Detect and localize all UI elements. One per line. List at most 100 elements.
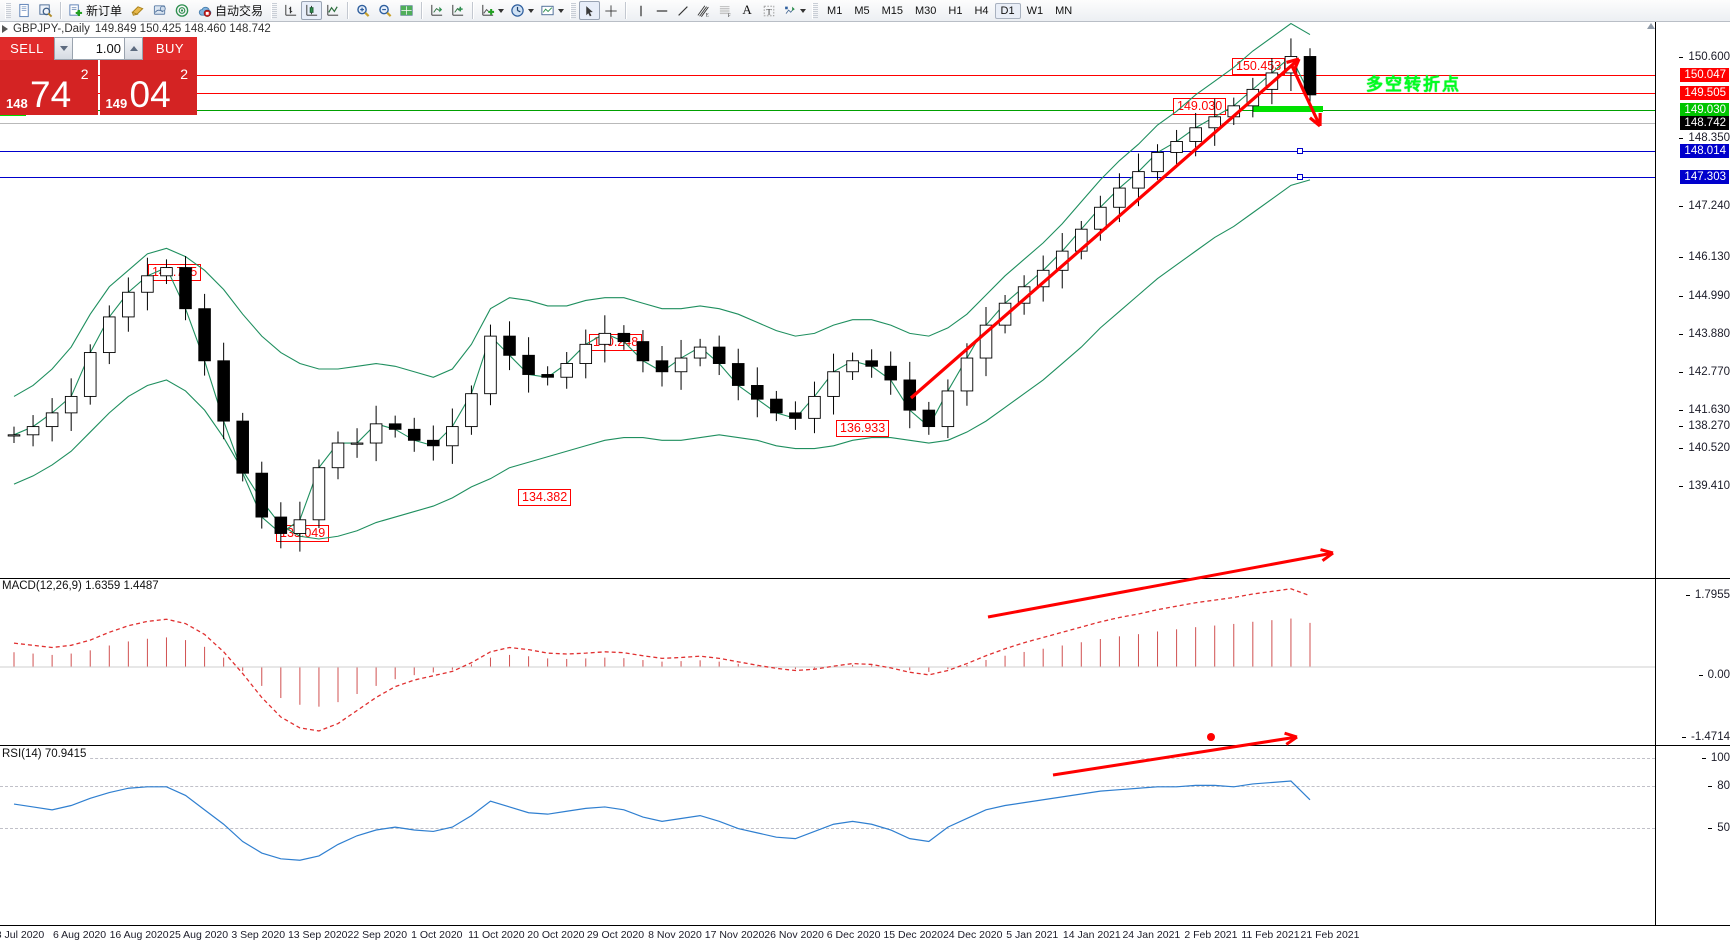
market-watch-icon[interactable] [35, 1, 56, 20]
price-tick-4: 143.880 [1679, 328, 1730, 340]
price-tick-0: 150.600 [1679, 51, 1730, 63]
timeframe-h4[interactable]: H4 [974, 4, 989, 17]
candlestick-chart-icon[interactable] [301, 1, 323, 20]
new-order-icon[interactable]: 新订单 [65, 1, 127, 20]
price-level-label[interactable]: 148.014 [1680, 144, 1729, 158]
turning-point-annotation[interactable]: 多空转折点 [1366, 75, 1461, 95]
ask-price-big: 04 [129, 74, 171, 115]
toolbar-grip-charts[interactable] [271, 2, 278, 19]
chart-grid-icon[interactable] [396, 1, 417, 20]
price-level-label[interactable]: 149.505 [1680, 86, 1729, 100]
price-tag-133049[interactable]: 133.049 [276, 525, 330, 542]
price-level-label[interactable]: 148.742 [1680, 116, 1729, 130]
vertical-line-icon[interactable] [630, 1, 651, 20]
chart-shift-icon[interactable] [447, 1, 468, 20]
rsi-axis[interactable]: 100 80 50 [1656, 747, 1730, 915]
chevron-down-icon-objects[interactable] [800, 8, 807, 13]
equidistant-channel-icon[interactable]: E [693, 1, 715, 20]
macd-label[interactable]: MACD(12,26,9) 1.6359 1.4487 [0, 580, 161, 592]
one-click-trading-panel[interactable]: SELL 1.00 BUY 148 74 2 149 04 2 [0, 37, 197, 115]
time-tick: 16 Aug 2020 [109, 929, 169, 941]
time-tick: 11 Feb 2021 [1241, 929, 1300, 941]
trendline-icon[interactable] [672, 1, 693, 20]
rsi-gridline-50 [0, 828, 1655, 829]
timeframe-d1[interactable]: D1 [994, 2, 1021, 19]
hline-149030[interactable] [0, 110, 1655, 111]
auto-scroll-icon[interactable] [426, 1, 447, 20]
volume-input[interactable]: 1.00 [73, 37, 124, 60]
timeframe-mn[interactable]: MN [1055, 4, 1073, 17]
macd-tick-0: 1.7955 [1685, 589, 1730, 601]
rsi-pane[interactable]: RSI(14) 70.9415 100 80 50 [0, 747, 1730, 915]
price-level-label[interactable]: 149.030 [1680, 103, 1729, 117]
green-marker-segment[interactable] [1253, 106, 1323, 112]
zoom-out-icon[interactable] [374, 1, 396, 20]
rsi-label[interactable]: RSI(14) 70.9415 [0, 748, 89, 760]
price-pane[interactable]: 多空转折点 150.453 149.030 142.715 140.248 13… [0, 22, 1730, 577]
chevron-down-icon-period[interactable] [528, 8, 535, 13]
timeframe-m15[interactable]: M15 [881, 4, 903, 17]
collapse-arrow-icon[interactable] [2, 25, 8, 33]
timeframe-m1[interactable]: M1 [827, 4, 843, 17]
anchor-handle-147303[interactable] [1297, 174, 1303, 180]
anchor-handle-148014[interactable] [1297, 148, 1303, 154]
chevron-down-icon[interactable] [498, 8, 505, 13]
bar-chart-icon[interactable] [280, 1, 301, 20]
macd-pane[interactable]: MACD(12,26,9) 1.6359 1.4487 1.7955 0.00 … [0, 579, 1730, 745]
price-tag-136933[interactable]: 136.933 [836, 420, 890, 437]
navigator-icon[interactable] [171, 1, 193, 20]
timeframe-m30[interactable]: M30 [915, 4, 937, 17]
toolbar-grip-lines[interactable] [570, 2, 577, 19]
cursor-icon[interactable] [579, 1, 601, 20]
terminal-icon[interactable] [149, 1, 171, 20]
price-level-label[interactable]: 150.047 [1680, 68, 1729, 82]
horizontal-line-icon[interactable] [651, 1, 672, 20]
chevron-down-icon-templates[interactable] [558, 8, 565, 13]
price-tag-149030[interactable]: 149.030 [1173, 98, 1227, 115]
text-label-icon[interactable]: T [758, 1, 779, 20]
line-chart-icon[interactable] [322, 1, 343, 20]
toolbar-grip-standard[interactable] [5, 2, 11, 19]
crosshair-icon[interactable] [600, 1, 621, 20]
bid-price-box[interactable]: 148 74 2 [0, 60, 98, 115]
objects-list-icon[interactable] [779, 1, 809, 20]
toolbar-divider-2 [347, 2, 349, 19]
toolbar-grip-periods[interactable] [812, 2, 819, 19]
expert-advisors-icon[interactable] [127, 1, 149, 20]
hline-147303[interactable] [0, 177, 1655, 178]
zoom-in-icon[interactable] [352, 1, 374, 20]
price-tag-150453[interactable]: 150.453 [1232, 58, 1286, 75]
buy-button[interactable]: BUY [143, 37, 197, 60]
price-axis[interactable]: 150.600 148.350 147.240 146.130 144.990 … [1656, 22, 1730, 577]
price-tag-140248[interactable]: 140.248 [589, 334, 643, 351]
fibonacci-retracement-icon[interactable]: F [715, 1, 737, 20]
volume-increase-button[interactable] [124, 37, 143, 60]
price-tag-142715[interactable]: 142.715 [148, 264, 202, 281]
period-icon[interactable] [507, 1, 537, 20]
templates-icon[interactable] [537, 1, 567, 20]
price-tag-134382[interactable]: 134.382 [518, 489, 572, 506]
timeframe-w1[interactable]: W1 [1026, 4, 1044, 17]
sell-button[interactable]: SELL [0, 37, 54, 60]
add-indicator-icon[interactable] [477, 1, 507, 20]
text-icon[interactable]: A [737, 1, 758, 20]
chevron-down-icon-volume [59, 46, 68, 51]
ask-price-box[interactable]: 149 04 2 [99, 60, 197, 115]
autotrading-icon[interactable]: 自动交易 [193, 1, 268, 20]
time-tick: 13 Sep 2020 [287, 929, 348, 941]
time-tick: 20 Oct 2020 [527, 929, 585, 941]
chart-scroll-indicator[interactable] [1647, 23, 1656, 32]
timeframe-h1[interactable]: H1 [948, 4, 963, 17]
volume-decrease-button[interactable] [54, 37, 73, 60]
toolbar-divider-3 [421, 2, 423, 19]
bid-price-fraction: 2 [80, 66, 89, 82]
price-level-label[interactable]: 147.303 [1680, 170, 1729, 184]
timeframe-m5[interactable]: M5 [854, 4, 870, 17]
chart-area[interactable]: 多空转折点 150.453 149.030 142.715 140.248 13… [0, 22, 1730, 943]
rsi-tick-0: 100 [1701, 752, 1730, 764]
hline-148014[interactable] [0, 151, 1655, 152]
time-axis[interactable]: 3 Jul 2020 6 Aug 2020 16 Aug 2020 25 Aug 20… [0, 925, 1730, 943]
volume-stepper[interactable]: 1.00 [54, 37, 143, 60]
macd-axis[interactable]: 1.7955 0.00 -1.4714 [1656, 579, 1730, 745]
new-chart-icon[interactable] [14, 1, 35, 20]
